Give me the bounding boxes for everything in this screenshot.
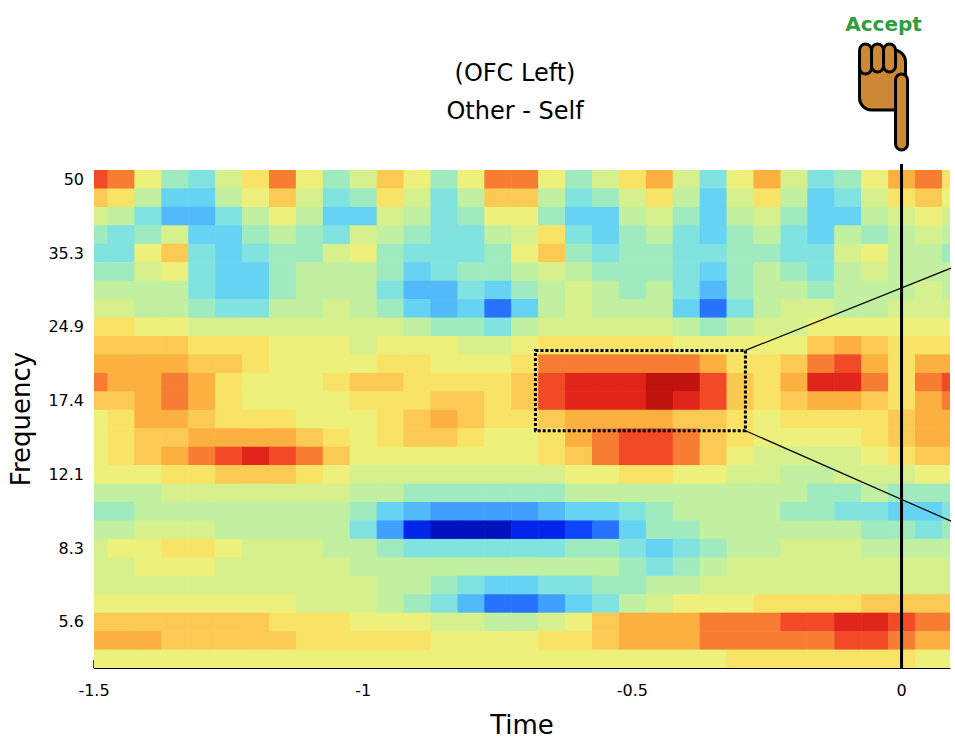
svg-text:5.6: 5.6 — [59, 612, 84, 631]
svg-text:-1: -1 — [355, 681, 371, 700]
svg-text:Other - Self: Other - Self — [446, 97, 584, 125]
svg-text:12.1: 12.1 — [48, 465, 84, 484]
svg-text:Time: Time — [489, 710, 554, 740]
svg-text:Accept: Accept — [845, 12, 922, 36]
svg-text:17.4: 17.4 — [48, 391, 84, 410]
svg-text:50: 50 — [64, 170, 84, 189]
svg-text:(OFC Left): (OFC Left) — [455, 59, 576, 87]
svg-text:-0.5: -0.5 — [617, 681, 648, 700]
svg-text:8.3: 8.3 — [59, 539, 84, 558]
svg-text:35.3: 35.3 — [48, 244, 84, 263]
svg-text:0: 0 — [896, 681, 906, 700]
svg-text:-1.5: -1.5 — [78, 681, 109, 700]
svg-text:24.9: 24.9 — [48, 317, 84, 336]
svg-text:Frequency: Frequency — [6, 352, 36, 486]
